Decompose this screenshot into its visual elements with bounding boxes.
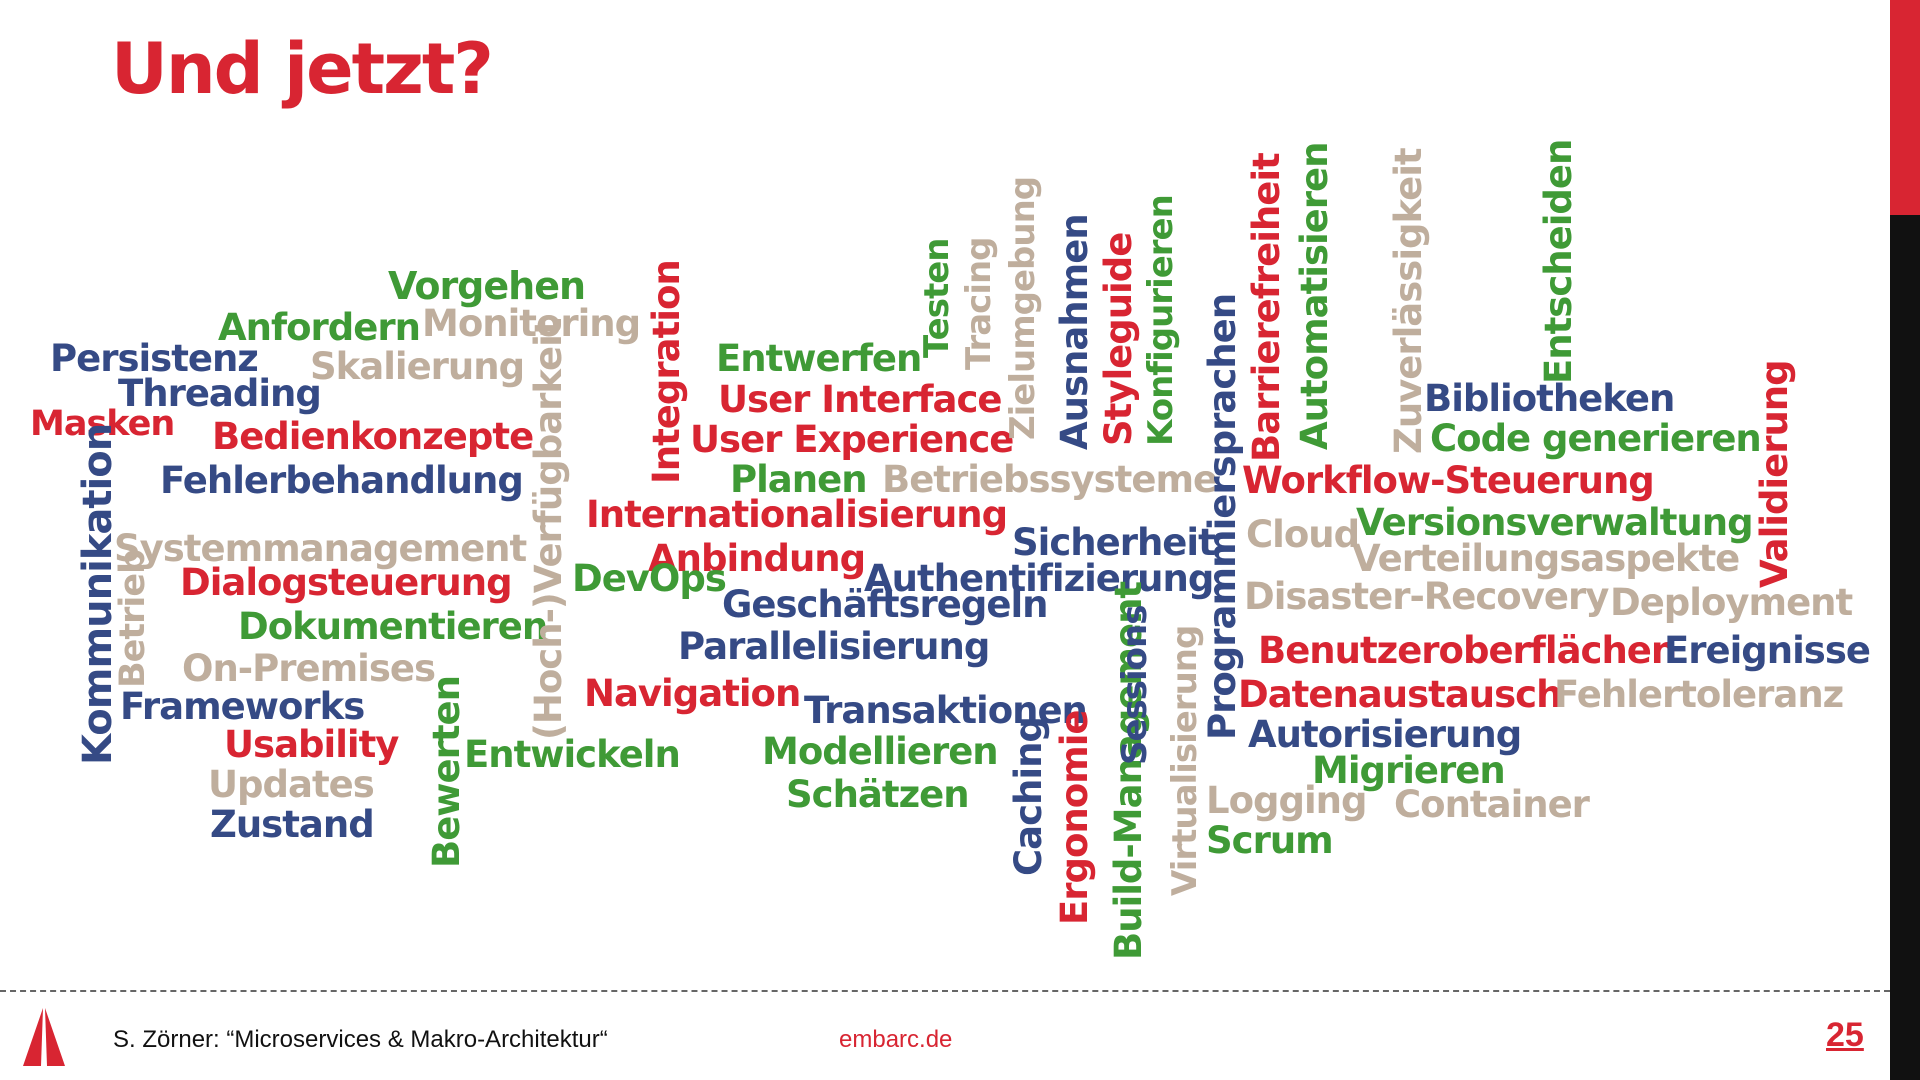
- word-cloud-term: Verteilungsaspekte: [1352, 537, 1740, 580]
- word-cloud-term: Betriebssysteme: [882, 458, 1218, 501]
- word-cloud-term: Konfigurieren: [1141, 195, 1181, 446]
- slide-title: Und jetzt?: [111, 28, 494, 110]
- word-cloud-term: Ergonomie: [1053, 710, 1096, 925]
- word-cloud-term: Persistenz: [50, 337, 259, 380]
- word-cloud-term: Modellieren: [762, 730, 999, 773]
- word-cloud-term: Transaktionen: [804, 689, 1088, 732]
- word-cloud-term: Bedienkonzepte: [212, 415, 534, 458]
- word-cloud-term: Betrieb: [113, 549, 153, 688]
- word-cloud-term: Usability: [224, 723, 399, 766]
- word-cloud-term: Zuverlässigkeit: [1387, 148, 1430, 454]
- word-cloud-term: Caching: [1007, 717, 1050, 876]
- word-cloud-term: Monitoring: [422, 302, 641, 345]
- word-cloud-term: Workflow-Steuerung: [1242, 459, 1655, 502]
- word-cloud-term: Autorisierung: [1248, 713, 1522, 756]
- word-cloud-term: Logging: [1206, 779, 1367, 822]
- word-cloud-term: Dokumentieren: [238, 605, 548, 648]
- word-cloud-term: Tracing: [959, 237, 999, 370]
- word-cloud-term: Integration: [645, 260, 688, 484]
- word-cloud-term: Scrum: [1206, 819, 1334, 862]
- word-cloud-term: Masken: [30, 404, 175, 444]
- word-cloud-term: Vorgehen: [388, 264, 586, 308]
- word-cloud-term: Navigation: [584, 672, 801, 715]
- word-cloud-term: Entwickeln: [464, 733, 681, 776]
- word-cloud-term: User Experience: [690, 418, 1014, 461]
- word-cloud-term: Dialogsteuerung: [180, 561, 513, 604]
- word-cloud-term: Kommunikation: [75, 423, 121, 765]
- word-cloud-term: Styleguide: [1097, 232, 1140, 446]
- word-cloud-term: Ereignisse: [1664, 629, 1871, 672]
- word-cloud-term: Validierung: [1753, 360, 1796, 588]
- accent-bar-red: [1890, 0, 1920, 215]
- word-cloud-term: Cloud: [1246, 513, 1360, 556]
- page-number: 25: [1826, 1016, 1864, 1054]
- word-cloud-term: Internationalisierung: [586, 493, 1008, 536]
- word-cloud-term: Entwerfen: [716, 337, 922, 380]
- accent-bar-black: [1890, 215, 1920, 1080]
- word-cloud: Vorgehen Anfordern Monitoring Persistenz Ska…: [30, 139, 1871, 960]
- word-cloud-term: Deployment: [1610, 581, 1853, 624]
- word-cloud-term: Bewerten: [425, 676, 468, 868]
- footer-site-link[interactable]: embarc.de: [839, 1026, 953, 1053]
- footer-divider: [0, 990, 1890, 992]
- word-cloud-term: Entscheiden: [1537, 139, 1580, 384]
- word-cloud-term: Sessions: [1115, 605, 1155, 765]
- word-cloud-term: Benutzeroberflächen: [1258, 629, 1677, 672]
- word-cloud-term: Updates: [208, 763, 375, 806]
- word-cloud-term: Geschäftsregeln: [722, 583, 1048, 626]
- word-cloud-term: Frameworks: [120, 685, 365, 728]
- word-cloud-term: DevOps: [572, 557, 727, 600]
- word-cloud-term: Versionsverwaltung: [1356, 501, 1754, 544]
- word-cloud-term: Anfordern: [218, 306, 421, 349]
- word-cloud-term: Planen: [730, 458, 868, 501]
- word-cloud-term: Disaster-Recovery: [1244, 575, 1609, 618]
- word-cloud-term: (Hoch-)Verfügbarkeit: [527, 318, 570, 741]
- word-cloud-term: On-Premises: [182, 647, 436, 690]
- word-cloud-term: Automatisieren: [1293, 142, 1336, 450]
- word-cloud-term: Fehlerbehandlung: [160, 459, 524, 502]
- word-cloud-term: Zustand: [210, 803, 375, 846]
- word-cloud-term: Ausnahmen: [1053, 214, 1096, 450]
- word-cloud-term: Zielumgebung: [1003, 176, 1043, 440]
- word-cloud-term: Parallelisierung: [678, 625, 990, 668]
- word-cloud-term: Programmiersprachen: [1201, 293, 1244, 740]
- word-cloud-term: Barrierefreiheit: [1245, 153, 1288, 462]
- word-cloud-term: Sicherheit: [1012, 521, 1216, 564]
- word-cloud-term: Container: [1394, 783, 1590, 826]
- word-cloud-term: Datenaustausch: [1238, 673, 1562, 716]
- word-cloud-term: Threading: [118, 372, 322, 415]
- word-cloud-term: Anbindung: [648, 537, 866, 580]
- word-cloud-term: Testen: [917, 238, 957, 359]
- word-cloud-term: Systemmanagement: [114, 527, 527, 570]
- word-cloud-term: Virtualisierung: [1165, 625, 1205, 896]
- word-cloud-term: User Interface: [718, 378, 1003, 421]
- embarc-sail-logo-icon: [23, 1008, 65, 1066]
- footer-author: S. Zörner: “Microservices & Makro-Archit…: [113, 1026, 608, 1053]
- word-cloud-term: Authentifizierung: [864, 557, 1214, 600]
- word-cloud-term: Migrieren: [1312, 749, 1506, 792]
- word-cloud-term: Bibliotheken: [1424, 377, 1675, 420]
- word-cloud-term: Skalierung: [310, 345, 525, 388]
- word-cloud-term: Fehlertoleranz: [1554, 673, 1844, 716]
- word-cloud-term: Code generieren: [1430, 417, 1762, 460]
- word-cloud-term: Schätzen: [786, 773, 970, 816]
